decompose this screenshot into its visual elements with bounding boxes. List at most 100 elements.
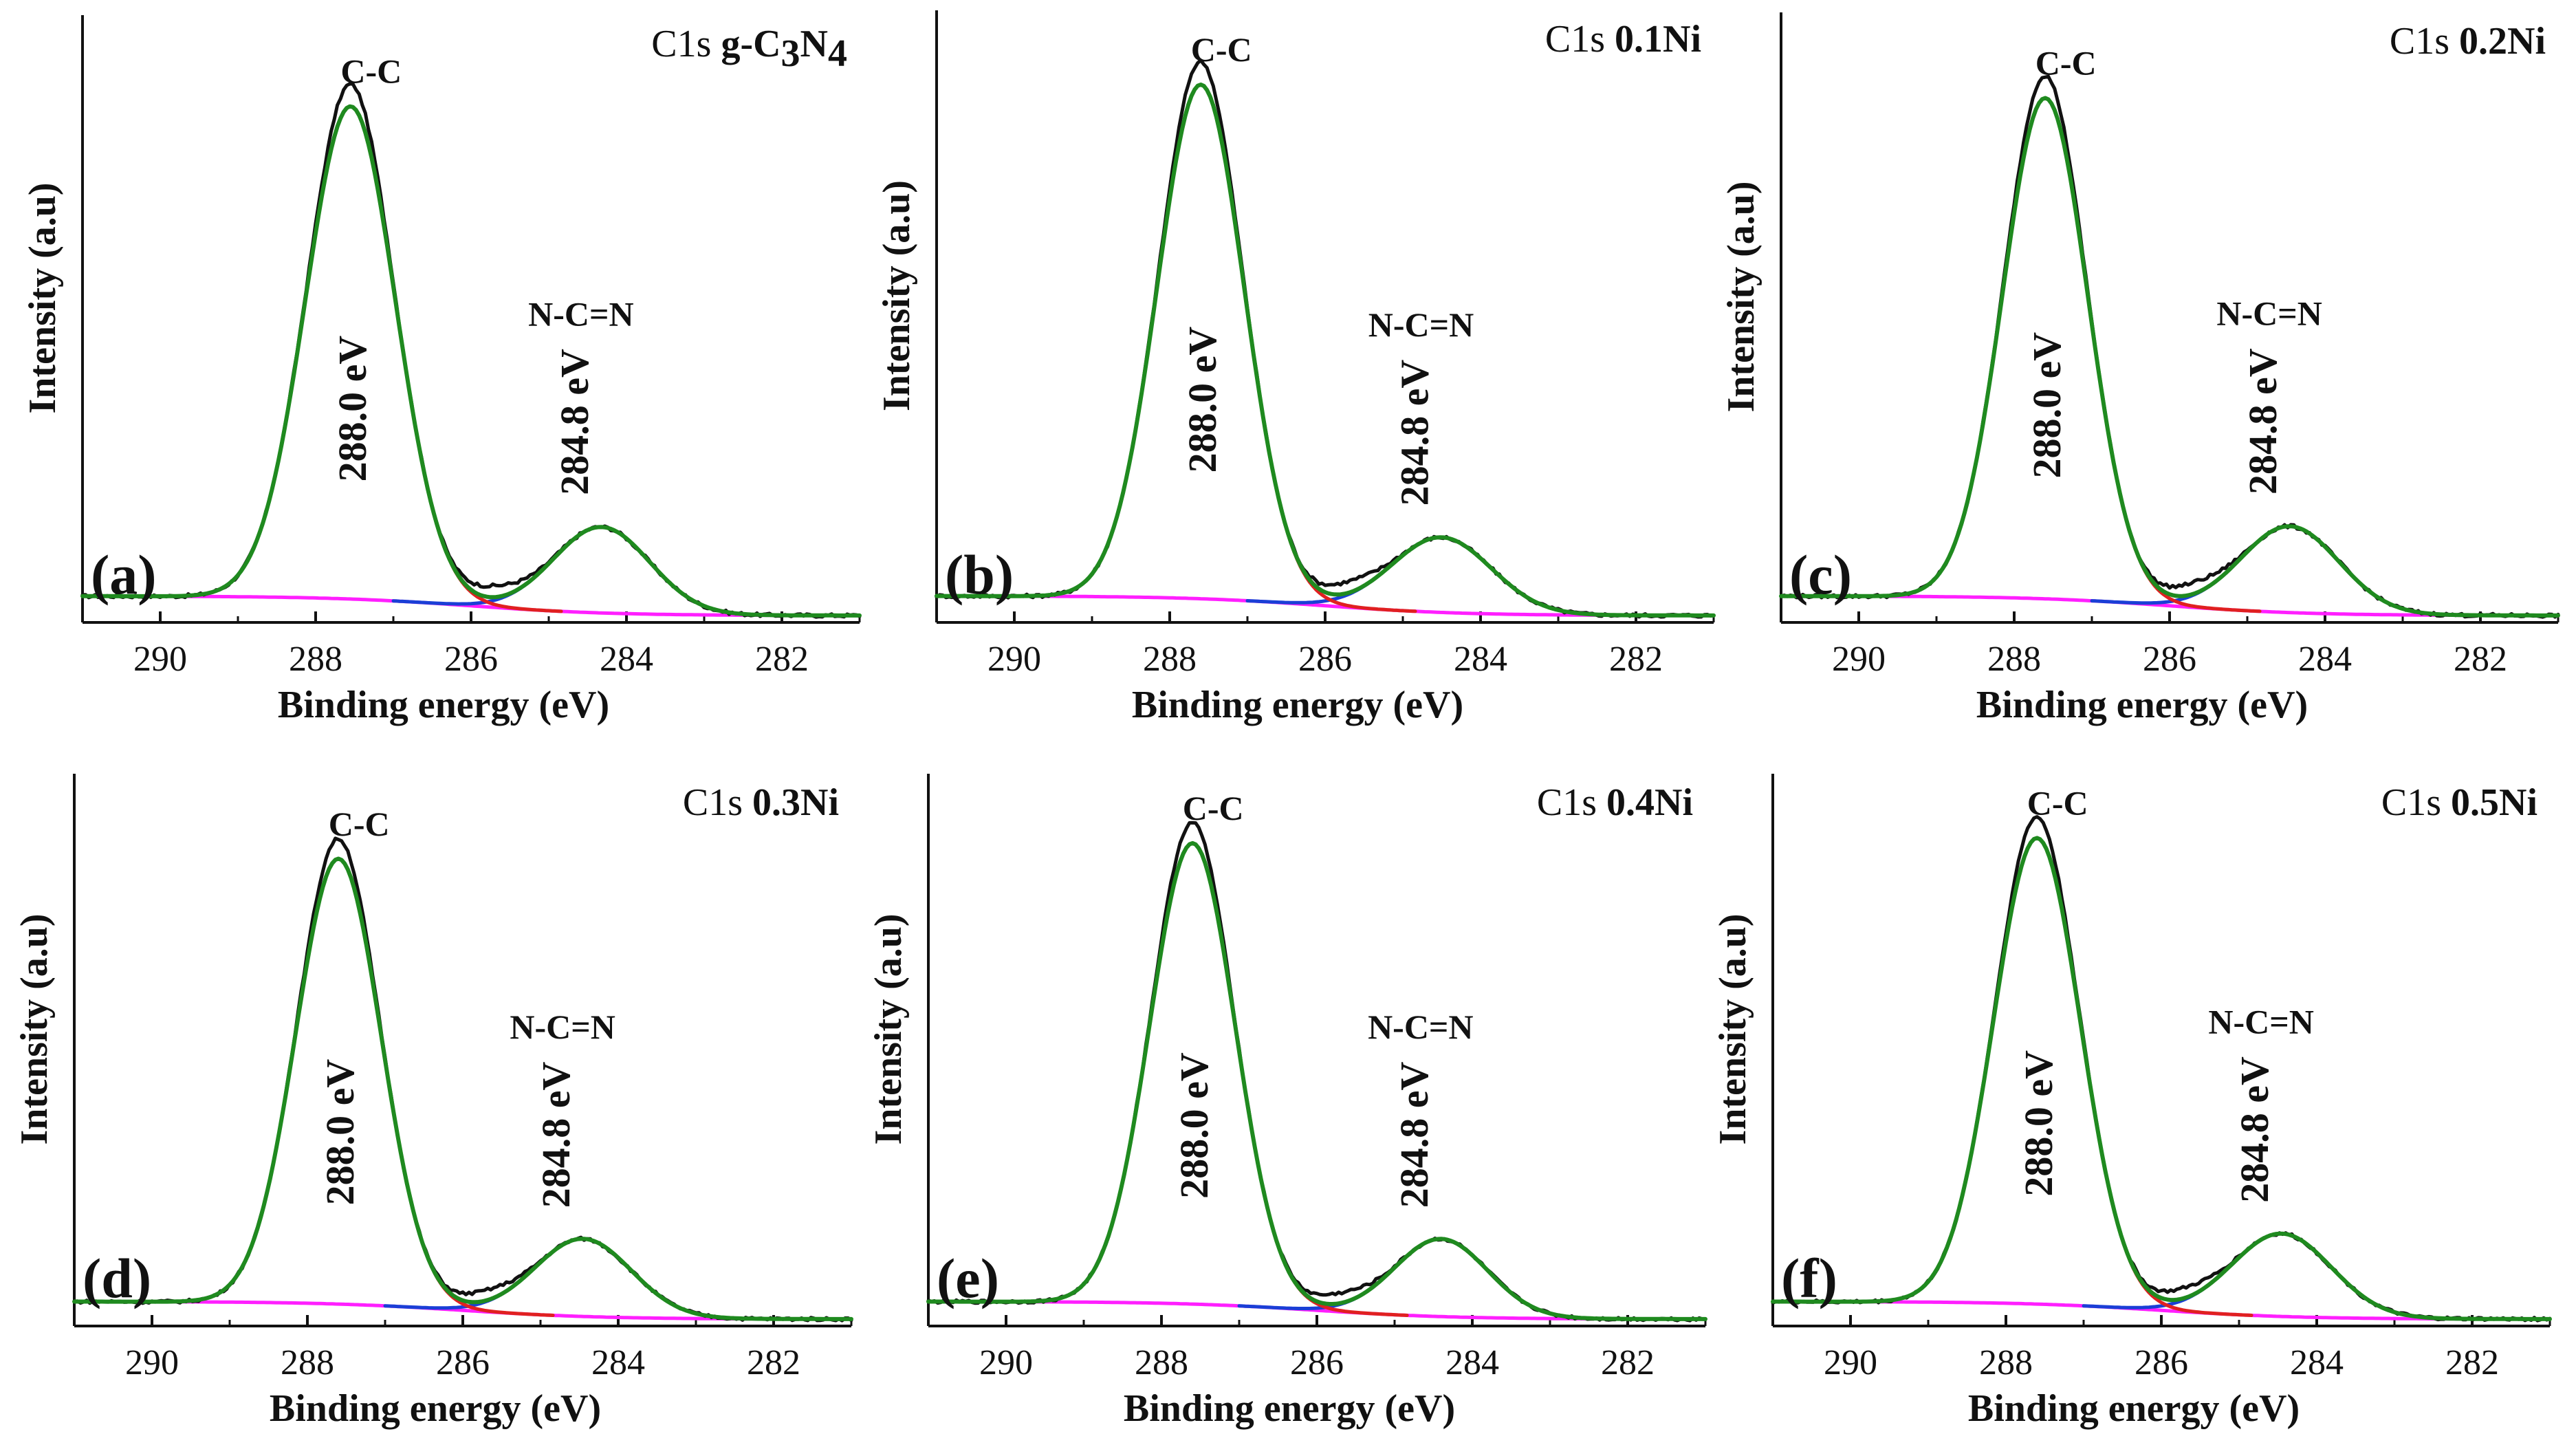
panel-a-peak-energy-n-c-n: 284.8 eV [552,349,597,495]
panel-c-peak-label-n-c-n: N-C=N [2216,294,2322,333]
panel-f-letter: (f) [1781,1247,1837,1310]
panel-d-x-tick-label: 286 [436,1343,490,1382]
panel-f-x-axis-title: Binding energy (eV) [1968,1387,2300,1430]
panel-d-title-element: C1s [683,781,752,824]
panel-c-series-n-c-n-component [2090,524,2560,618]
panel-e-title-sample: 0.4Ni [1606,781,1693,824]
panel-e-x-tick-label: 284 [1445,1343,1499,1382]
panel-b-x-axis-title: Binding energy (eV) [1132,684,1463,726]
panel-e-series-fitted-envelope [926,840,1707,1321]
panel-a-x-tick-label: 288 [289,640,342,679]
panel-a-series-experimental [80,82,862,619]
panel-c-x-tick-label: 288 [1987,640,2041,679]
panel-e-peak-energy-n-c-n: 284.8 eV [1392,1062,1437,1208]
panel-d-series-fitted-envelope [72,856,853,1321]
panel-e-x-tick-label: 290 [979,1343,1033,1382]
panel-e-x-tick-label: 288 [1135,1343,1188,1382]
panel-d-series-n-c-n-component [383,1237,853,1321]
panel-e-letter: (e) [937,1247,999,1310]
panel-f-peak-energy-c-c: 288.0 eV [2016,1050,2061,1197]
panel-c-x-tick-label: 286 [2143,640,2196,679]
panel-a-x-tick-label: 282 [755,640,809,679]
panel-d-x-tick-label: 290 [125,1343,179,1382]
panel-d-peak-energy-c-c: 288.0 eV [318,1059,362,1206]
panel-c-series-experimental [1779,74,2560,619]
panel-d-x-tick-label: 282 [747,1343,800,1382]
panel-b-x-tick-label: 286 [1298,640,1352,679]
panel-f-x-tick-label: 282 [2445,1343,2499,1382]
panel-a-peak-label-n-c-n: N-C=N [528,294,633,333]
panel-d-title: C1s 0.3Ni [683,781,839,824]
panel-c-x-tick-label: 284 [2298,640,2352,679]
panel-a-title-sub1: 3 [781,32,800,75]
panel-a-x-tick-label: 286 [444,640,498,679]
panel-c-peak-energy-n-c-n: 284.8 eV [2240,348,2285,495]
panel-d-x-tick-label: 288 [281,1343,334,1382]
panel-a-x-tick-label: 290 [133,640,187,679]
panel-e-series-experimental [926,821,1707,1323]
panel-c-title-element: C1s [2390,20,2459,63]
panel-c-peak-label-c-c: C-C [2035,43,2097,82]
panel-a-title-sub2: 4 [828,32,847,75]
panel-a-peak-label-c-c: C-C [340,52,402,90]
panel-e-series-n-c-n-component [1237,1237,1707,1321]
panel-f-x-tick-label: 288 [1979,1343,2033,1382]
panel-f-peak-label-c-c: C-C [2027,784,2088,823]
panel-a-title-element: C1s [651,23,721,65]
panel-b-peak-label-n-c-n: N-C=N [1368,305,1474,344]
panel-e-peak-label-c-c: C-C [1183,789,1244,827]
panel-c-series-fitted-envelope [1779,96,2560,618]
panel-c-title-sample: 0.2Ni [2459,20,2546,63]
panel-f-series-experimental [1771,815,2552,1323]
panel-d-peak-label-n-c-n: N-C=N [510,1008,615,1046]
panel-f-series-n-c-n-component [2082,1232,2552,1321]
panel-d-x-tick-label: 284 [591,1343,645,1382]
panel-f-x-tick-label: 284 [2290,1343,2344,1382]
panel-b-peak-energy-n-c-n: 284.8 eV [1393,360,1437,506]
panel-b-title-element: C1s [1545,18,1615,61]
panel-f-y-axis-title: Intensity (a.u) [1712,913,1754,1144]
panel-a: 290 288 286 284 282 Binding energy (eV) Intens… [21,15,862,726]
panel-c-peak-energy-c-c: 288.0 eV [2024,332,2069,479]
panel-c-letter: (c) [1789,543,1852,606]
panel-c-title: C1s 0.2Ni [2390,20,2546,63]
panel-d-peak-energy-n-c-n: 284.8 eV [534,1062,578,1208]
panel-d-title-sample: 0.3Ni [752,781,839,824]
panel-d-y-axis-title: Intensity (a.u) [13,913,56,1144]
panel-a-x-tick-label: 284 [600,640,653,679]
panel-e-x-axis-title: Binding energy (eV) [1124,1387,1455,1430]
panel-b-letter: (b) [945,543,1014,606]
panel-c-x-axis-title: Binding energy (eV) [1976,684,2308,726]
panel-f-peak-energy-n-c-n: 284.8 eV [2232,1056,2277,1203]
panel-f-x-tick-label: 290 [1824,1343,1877,1382]
panel-c: 290 288 286 284 282 Binding energy (eV) Intens… [1720,12,2560,726]
panel-e: 290 288 286 284 282 Binding energy (eV) Intens… [867,774,1707,1430]
panel-b-x-tick-label: 282 [1609,640,1663,679]
panel-b-title: C1s 0.1Ni [1545,18,1701,61]
panel-a-x-axis-title: Binding energy (eV) [278,684,609,726]
panel-f-title-element: C1s [2381,781,2451,824]
panel-b-x-tick-label: 290 [987,640,1041,679]
panel-e-y-axis-title: Intensity (a.u) [867,913,910,1144]
panel-a-title-mid: N [800,23,828,65]
panel-c-y-axis-title: Intensity (a.u) [1720,181,1762,412]
panel-d-peak-label-c-c: C-C [329,805,390,843]
panel-f-x-tick-label: 286 [2135,1343,2188,1382]
panel-e-peak-energy-c-c: 288.0 eV [1172,1052,1216,1199]
panel-b-peak-label-c-c: C-C [1191,30,1252,69]
panel-d-x-axis-title: Binding energy (eV) [270,1387,601,1430]
panel-d: 290 288 286 284 282 Binding energy (eV) Intens… [13,774,853,1430]
panel-e-x-tick-label: 282 [1601,1343,1655,1382]
panel-c-x-tick-label: 290 [1832,640,1886,679]
panel-a-series-fitted-envelope [80,104,862,618]
panel-e-peak-label-n-c-n: N-C=N [1368,1008,1473,1046]
panel-e-title-element: C1s [1537,781,1606,824]
panel-f-peak-label-n-c-n: N-C=N [2208,1002,2313,1041]
panel-b-x-tick-label: 284 [1454,640,1507,679]
panel-d-letter: (d) [83,1247,151,1310]
panel-b-series-fitted-envelope [935,83,1716,618]
panel-e-x-tick-label: 286 [1290,1343,1344,1382]
panel-b: 290 288 286 284 282 Binding energy (eV) Intens… [875,10,1716,726]
panel-b-peak-energy-c-c: 288.0 eV [1180,327,1225,473]
panel-b-title-sample: 0.1Ni [1615,18,1701,61]
